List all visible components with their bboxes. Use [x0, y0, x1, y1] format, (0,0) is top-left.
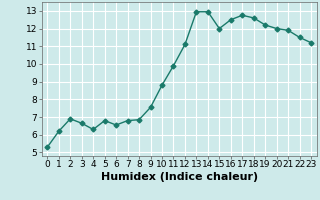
X-axis label: Humidex (Indice chaleur): Humidex (Indice chaleur) — [100, 172, 258, 182]
